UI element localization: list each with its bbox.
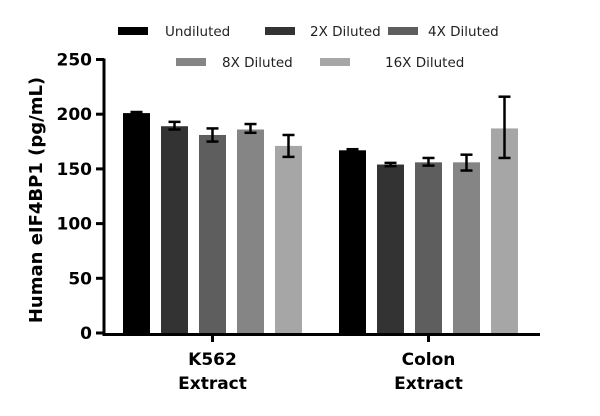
legend-swatch (118, 27, 148, 35)
legend-swatch (265, 27, 295, 35)
bar-undiluted (123, 113, 150, 333)
bar-16x-diluted (275, 145, 302, 333)
y-tick-label: 250 (57, 51, 93, 71)
x-tick-label: Extract (394, 374, 463, 394)
bar-2x-diluted (377, 164, 404, 333)
x-tick-label: Colon (402, 350, 456, 370)
legend-label: Undiluted (165, 24, 230, 40)
legend-swatch (388, 27, 418, 35)
y-tick-label: 200 (57, 105, 93, 125)
legend-label: 4X Diluted (428, 24, 499, 40)
bar-8x-diluted (237, 129, 264, 333)
y-tick-label: 100 (57, 215, 93, 235)
y-tick-label: 0 (80, 324, 92, 344)
bar-2x-diluted (161, 126, 188, 333)
bar-16x-diluted (491, 128, 518, 333)
bar-undiluted (339, 150, 366, 333)
x-tick-label: K562 (188, 350, 237, 370)
legend-swatch (320, 58, 350, 66)
bar-8x-diluted (453, 162, 480, 333)
legend-label: 16X Diluted (385, 55, 464, 71)
bar-4x-diluted (415, 162, 442, 333)
legend-label: 2X Diluted (310, 24, 381, 40)
bar-4x-diluted (199, 134, 226, 333)
y-tick-label: 150 (57, 160, 93, 180)
legend-swatch (176, 58, 206, 66)
legend-label: 8X Diluted (222, 55, 293, 71)
x-tick-label: Extract (178, 374, 247, 394)
y-tick-label: 50 (68, 269, 92, 289)
y-axis-label: Human eIF4BP1 (pg/mL) (26, 77, 47, 323)
